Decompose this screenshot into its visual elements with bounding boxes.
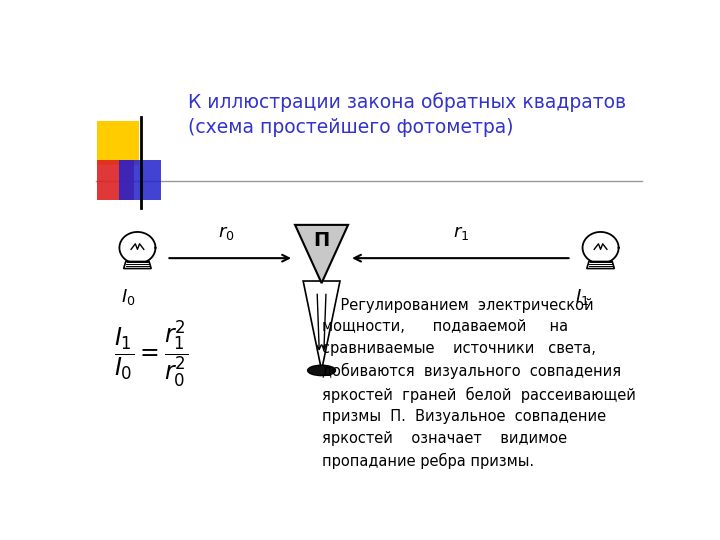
- Text: П: П: [313, 231, 330, 250]
- Text: К иллюстрации закона обратных квадратов
(схема простейшего фотометра): К иллюстрации закона обратных квадратов …: [188, 92, 626, 137]
- Polygon shape: [587, 261, 614, 268]
- Polygon shape: [303, 281, 340, 370]
- Text: Регулированием  электрической
мощности,      подаваемой     на
сравниваемые    и: Регулированием электрической мощности, п…: [322, 298, 636, 469]
- Text: $\dfrac{I_1}{I_0} = \dfrac{r_1^2}{r_0^2}$: $\dfrac{I_1}{I_0} = \dfrac{r_1^2}{r_0^2}…: [114, 318, 189, 389]
- Text: $r_0$: $r_0$: [218, 224, 235, 241]
- Bar: [97, 160, 133, 200]
- Bar: [97, 121, 139, 165]
- Ellipse shape: [307, 365, 336, 376]
- Text: $I_0$: $I_0$: [121, 287, 135, 307]
- Polygon shape: [124, 261, 151, 268]
- Bar: [119, 160, 161, 200]
- Text: $I_1$: $I_1$: [575, 287, 590, 307]
- Polygon shape: [295, 225, 348, 283]
- Text: $r_1$: $r_1$: [453, 224, 469, 241]
